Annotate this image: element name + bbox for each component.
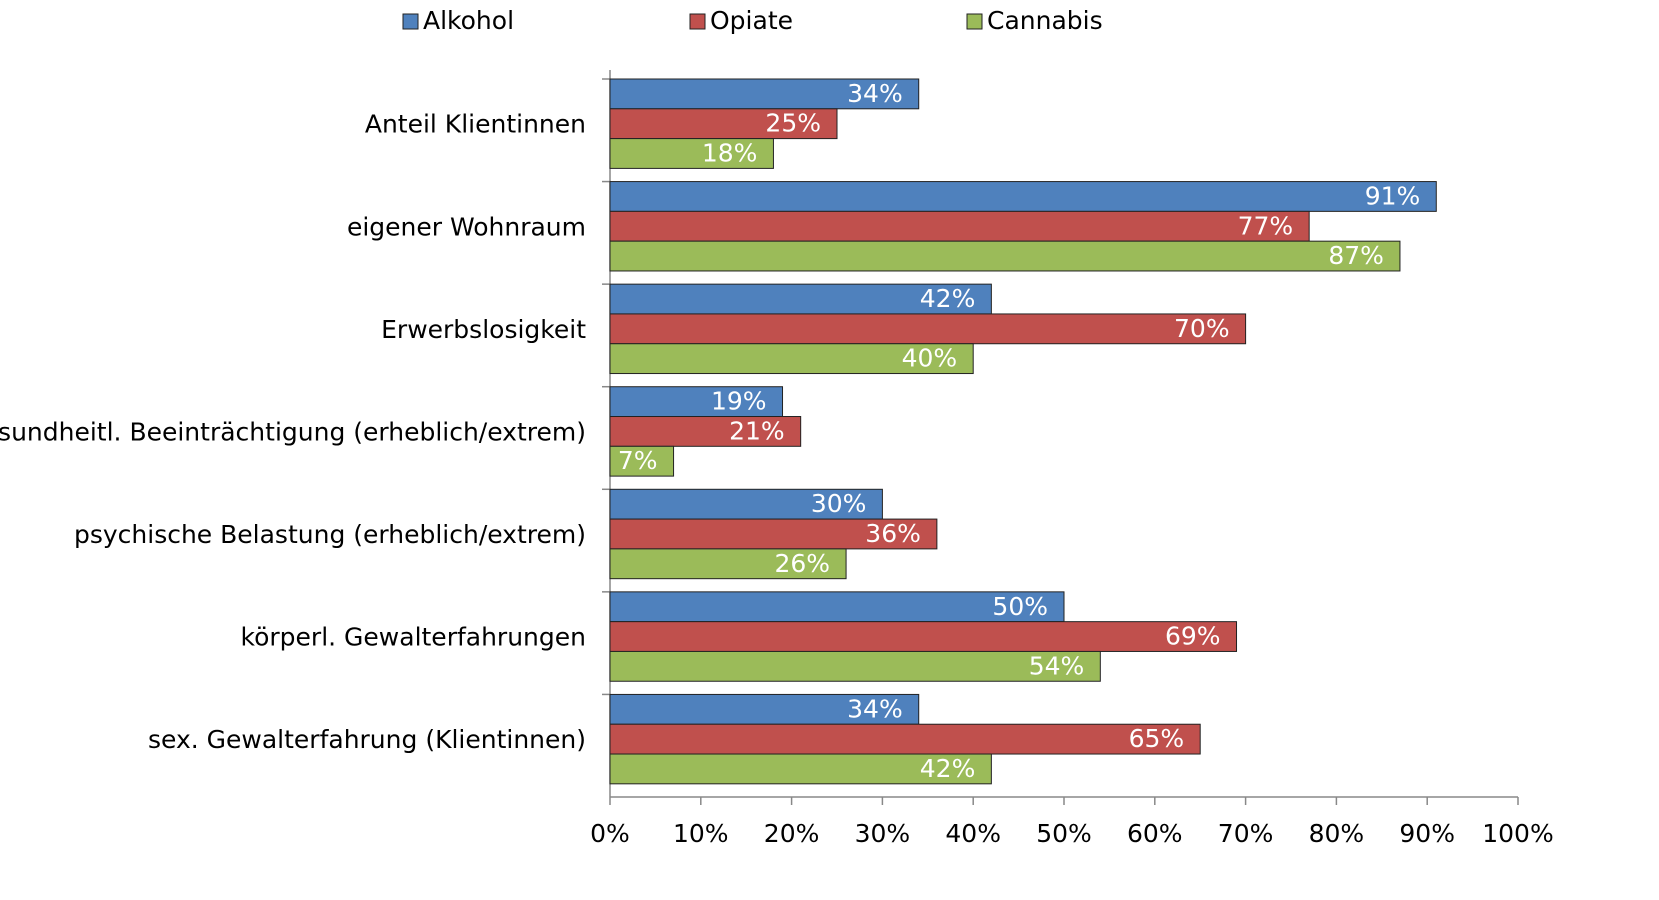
value-label: 36% xyxy=(865,519,921,548)
bar xyxy=(609,518,938,550)
value-label: 42% xyxy=(920,754,976,783)
y-tick-label: Erwerbslosigkeit xyxy=(381,315,586,344)
value-label: 65% xyxy=(1129,724,1185,753)
legend-swatch xyxy=(689,13,706,30)
value-label: 40% xyxy=(902,344,958,373)
x-tick-label: 70% xyxy=(1218,819,1274,848)
value-label: 34% xyxy=(847,79,903,108)
bar xyxy=(609,313,1247,345)
value-label: 42% xyxy=(920,284,976,313)
bar xyxy=(609,753,992,785)
value-label: 30% xyxy=(811,489,867,518)
y-tick-label: Anteil Klientinnen xyxy=(365,110,586,139)
bar xyxy=(609,343,974,375)
legend-label: Alkohol xyxy=(423,6,514,35)
value-label: 87% xyxy=(1328,241,1384,270)
bar xyxy=(609,240,1401,272)
value-label: 18% xyxy=(702,139,758,168)
x-tick-label: 0% xyxy=(590,819,630,848)
bar xyxy=(609,445,675,477)
bar xyxy=(609,416,802,447)
bar xyxy=(609,591,1065,623)
value-label: 70% xyxy=(1174,314,1230,343)
x-tick-label: 30% xyxy=(855,819,911,848)
legend-label: Opiate xyxy=(710,6,793,35)
value-label: 77% xyxy=(1238,211,1294,240)
value-label: 21% xyxy=(729,416,785,445)
bar xyxy=(609,210,1310,242)
bar xyxy=(609,386,784,418)
y-tick-label: körperl. Gewalterfahrungen xyxy=(241,623,586,652)
bar xyxy=(609,548,847,580)
x-tick-label: 40% xyxy=(945,819,1001,848)
y-tick-label: sex. Gewalterfahrung (Klientinnen) xyxy=(148,725,586,754)
value-label: 25% xyxy=(765,109,821,138)
value-label: 50% xyxy=(992,592,1048,621)
legend-swatch xyxy=(402,13,419,30)
value-label: 19% xyxy=(711,387,767,416)
bar xyxy=(609,283,992,315)
x-tick-label: 10% xyxy=(673,819,729,848)
x-tick-label: 90% xyxy=(1399,819,1455,848)
value-label: 7% xyxy=(618,446,658,475)
x-tick-label: 80% xyxy=(1309,819,1365,848)
bar xyxy=(609,108,838,140)
value-label: 54% xyxy=(1029,651,1085,680)
value-label: 91% xyxy=(1365,181,1421,210)
value-label: 69% xyxy=(1165,622,1221,651)
legend-label: Cannabis xyxy=(987,6,1103,35)
x-tick-label: 20% xyxy=(764,819,820,848)
legend-swatch xyxy=(966,13,983,30)
bar xyxy=(609,650,1101,682)
bar xyxy=(609,723,1201,755)
y-tick-label: psychische Belastung (erheblich/extrem) xyxy=(74,520,586,549)
bar xyxy=(609,621,1238,652)
value-label: 26% xyxy=(775,549,831,578)
bar xyxy=(609,488,883,520)
y-tick-label: gesundheitl. Beeinträchtigung (erheblich… xyxy=(0,417,586,446)
x-tick-label: 50% xyxy=(1036,819,1092,848)
x-tick-label: 100% xyxy=(1482,819,1553,848)
bar xyxy=(609,78,920,110)
bar xyxy=(609,181,1437,212)
y-tick-label: eigener Wohnraum xyxy=(347,212,586,241)
bar xyxy=(609,138,774,169)
x-tick-label: 60% xyxy=(1127,819,1183,848)
value-label: 34% xyxy=(847,694,903,723)
